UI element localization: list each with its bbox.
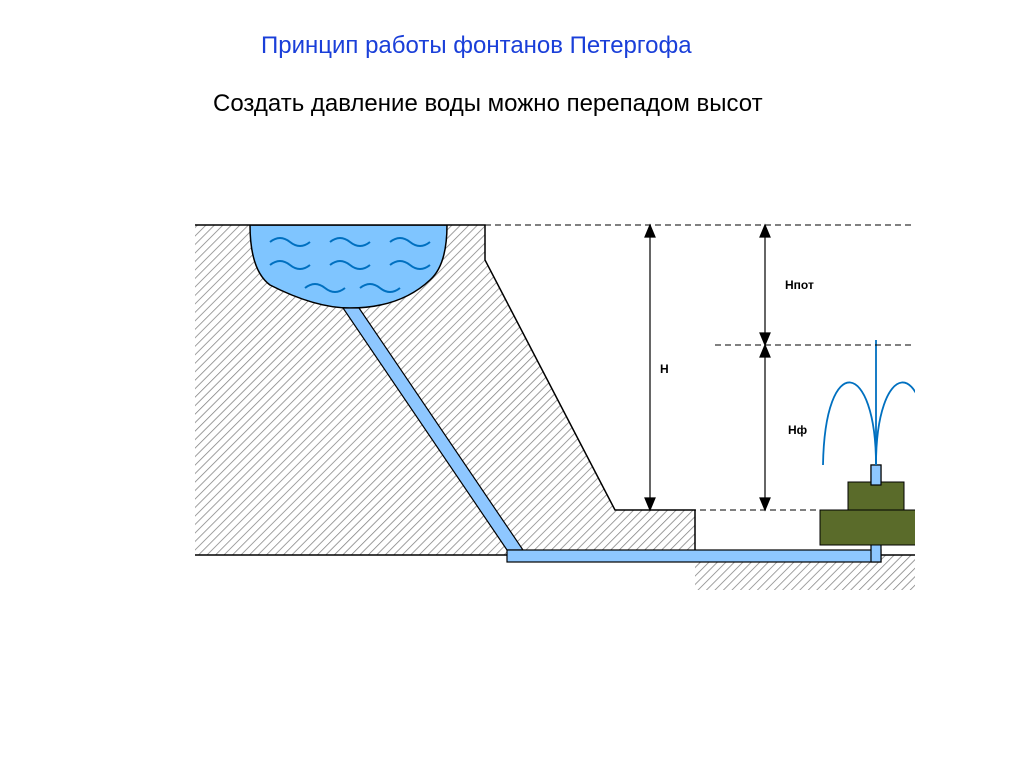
label-Hf: Нф xyxy=(788,423,807,437)
fountain-jets xyxy=(823,340,915,465)
fountain-base xyxy=(820,482,915,545)
label-Hpot: Нпот xyxy=(785,278,814,292)
dimension-Hf xyxy=(760,345,770,510)
page-subtitle: Создать давление воды можно перепадом вы… xyxy=(213,88,813,119)
dimension-Hpot xyxy=(760,225,770,345)
dimension-H xyxy=(645,225,655,510)
diagram-svg xyxy=(195,210,915,630)
page-title: Принцип работы фонтанов Петергофа xyxy=(261,32,692,60)
label-H: H xyxy=(660,362,669,376)
